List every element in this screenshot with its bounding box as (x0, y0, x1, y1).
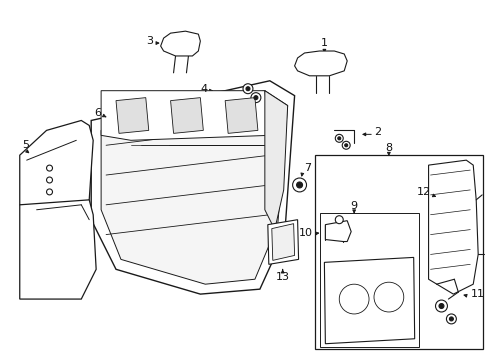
Circle shape (345, 144, 348, 147)
Circle shape (254, 96, 258, 100)
Text: 13: 13 (276, 272, 290, 282)
Polygon shape (101, 91, 270, 140)
Circle shape (296, 182, 302, 188)
Text: 1: 1 (321, 38, 328, 48)
Polygon shape (116, 98, 149, 133)
Circle shape (335, 216, 343, 224)
Circle shape (335, 134, 343, 142)
Text: 7: 7 (305, 163, 312, 173)
Polygon shape (20, 200, 96, 299)
Polygon shape (171, 98, 203, 133)
Circle shape (251, 93, 261, 103)
Circle shape (47, 177, 52, 183)
Polygon shape (268, 220, 298, 264)
Circle shape (243, 84, 253, 94)
Circle shape (246, 87, 250, 91)
Polygon shape (20, 121, 93, 220)
Circle shape (374, 282, 404, 312)
Circle shape (293, 178, 307, 192)
Circle shape (339, 284, 369, 314)
Polygon shape (101, 91, 288, 284)
Text: 10: 10 (298, 228, 313, 238)
Text: 2: 2 (374, 127, 381, 138)
Text: 8: 8 (385, 143, 392, 153)
Polygon shape (324, 257, 415, 344)
Text: 4: 4 (200, 84, 207, 94)
Text: 11: 11 (471, 289, 485, 299)
Circle shape (338, 137, 341, 140)
Circle shape (342, 141, 350, 149)
Bar (316, 155, 483, 349)
Polygon shape (161, 31, 200, 56)
Polygon shape (265, 91, 288, 230)
Circle shape (446, 314, 456, 324)
Text: 12: 12 (416, 187, 431, 197)
Circle shape (449, 317, 453, 321)
Text: 6: 6 (94, 108, 101, 117)
Circle shape (436, 300, 447, 312)
Polygon shape (272, 224, 294, 260)
Polygon shape (91, 81, 294, 294)
Text: 5: 5 (22, 140, 29, 150)
Text: 9: 9 (350, 201, 358, 211)
Polygon shape (325, 221, 351, 242)
Bar (320, 213, 418, 347)
Circle shape (439, 303, 444, 309)
Polygon shape (429, 160, 478, 294)
Text: 3: 3 (146, 36, 153, 46)
Circle shape (47, 189, 52, 195)
Polygon shape (294, 51, 347, 76)
Polygon shape (225, 98, 258, 133)
Circle shape (47, 165, 52, 171)
